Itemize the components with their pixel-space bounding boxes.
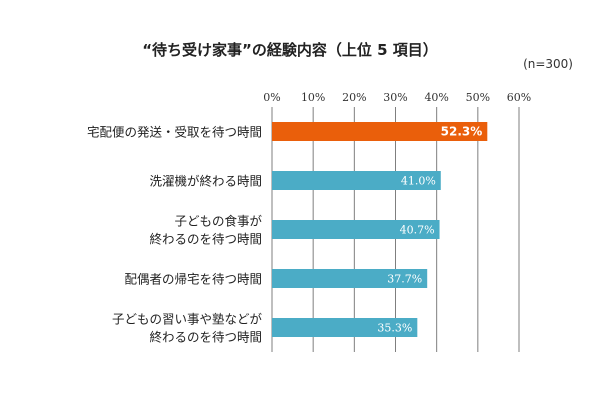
value-label-1: 41.0%: [401, 175, 436, 188]
value-label-0: 52.3%: [441, 125, 483, 139]
value-label-4: 35.3%: [377, 322, 412, 335]
plot-area: 0% 10% 20% 30% 40% 50% 60% 52.3% 宅配便の発送・受取を待つ時間 4…: [87, 91, 531, 352]
bar-2: [272, 220, 440, 239]
sample-size: (n=300): [523, 57, 573, 71]
tick-label-30: 30%: [383, 91, 407, 104]
bar-1: [272, 171, 441, 190]
category-label-4: 子どもの習い事や塾などが終わるのを待つ時間: [112, 312, 263, 345]
category-label-2: 子どもの食事が終わるのを待つ時間: [149, 214, 262, 247]
tick-label-10: 10%: [301, 91, 325, 104]
tick-label-20: 20%: [342, 91, 366, 104]
bar-4: [272, 318, 418, 337]
tick-label-40: 40%: [424, 91, 448, 104]
category-label-1: 洗濯機が終わる時間: [149, 174, 262, 189]
bar-3: [272, 269, 428, 288]
chart-title: “待ち受け家事”の経験内容（上位 5 項目）: [142, 41, 438, 59]
tick-label-60: 60%: [507, 91, 531, 104]
category-label-0: 宅配便の発送・受取を待つ時間: [87, 125, 262, 140]
category-label-3: 配偶者の帰宅を待つ時間: [124, 272, 262, 287]
value-label-3: 37.7%: [387, 273, 422, 286]
bar-0: [272, 122, 488, 141]
tick-label-50: 50%: [466, 91, 490, 104]
value-label-2: 40.7%: [400, 224, 435, 237]
tick-label-0: 0%: [263, 91, 280, 104]
